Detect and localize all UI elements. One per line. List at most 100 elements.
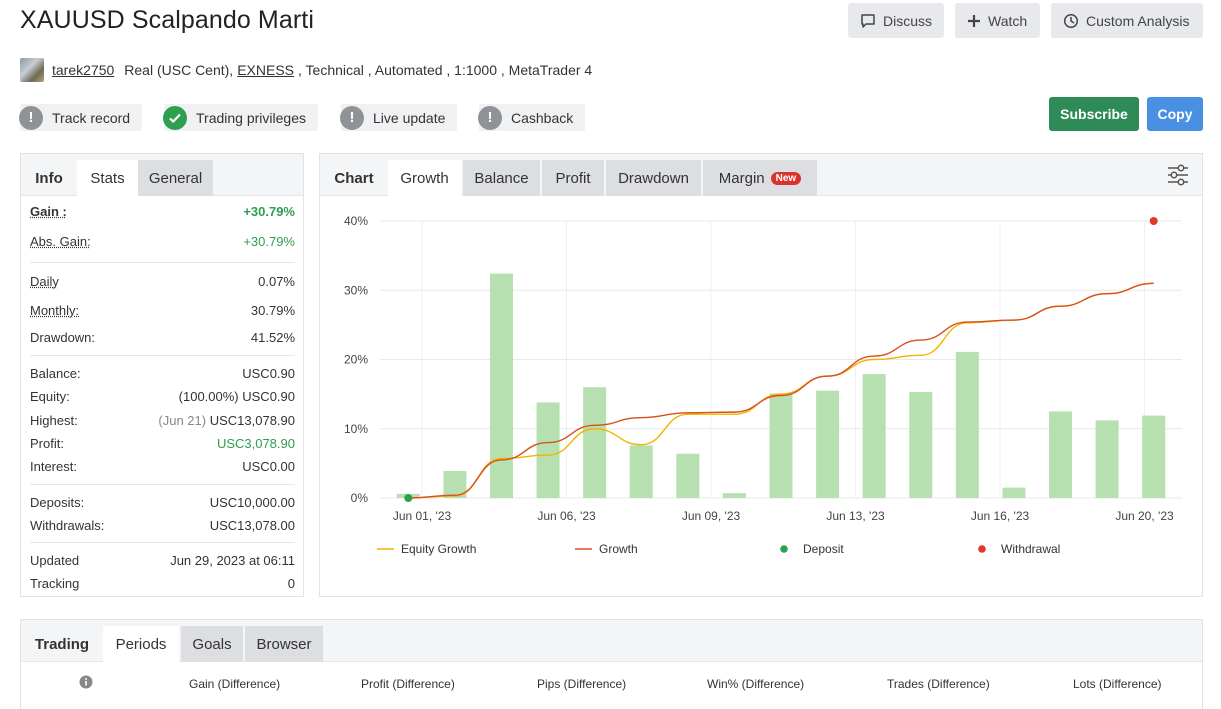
badge-track-record[interactable]: ! Track record	[20, 104, 142, 131]
user-link[interactable]: tarek2750	[52, 62, 114, 78]
stat-value: USC3,078.90	[217, 436, 295, 451]
stat-label: Equity:	[30, 389, 70, 404]
exclamation-icon: !	[478, 106, 502, 130]
clock-icon	[1063, 13, 1079, 29]
stat-label: Withdrawals:	[30, 518, 104, 533]
stat-interest: Interest: USC0.00	[30, 459, 295, 474]
stat-label: Drawdown:	[30, 330, 95, 345]
avatar	[20, 58, 44, 82]
badge-trading-privileges[interactable]: Trading privileges	[164, 104, 318, 131]
check-icon	[163, 106, 187, 130]
stat-label[interactable]: Abs. Gain:	[30, 234, 91, 249]
stat-date: (Jun 21)	[158, 413, 206, 428]
stat-value: +30.79%	[243, 204, 295, 219]
comment-icon	[860, 13, 876, 29]
growth-bar	[676, 454, 699, 498]
growth-bar	[1002, 488, 1025, 498]
tab-margin[interactable]: Margin New	[703, 160, 817, 196]
tab-info[interactable]: Info	[21, 160, 77, 196]
stat-label[interactable]: Gain :	[30, 204, 67, 219]
badge-live-update[interactable]: ! Live update	[341, 104, 457, 131]
col-pips[interactable]: Pips (Difference)	[537, 677, 626, 691]
legend-dot-swatch	[978, 545, 986, 553]
stat-label: Balance:	[30, 366, 81, 381]
chart-tabbar: Chart Growth Balance Profit Drawdown Mar…	[320, 154, 1202, 196]
watch-button[interactable]: Watch	[955, 3, 1040, 38]
x-tick-label: Jun 09, '23	[682, 509, 741, 523]
growth-chart: 0%10%20%30%40%Jun 01, '23 Jun 06, '23 Jun …	[320, 196, 1202, 596]
growth-bar	[1142, 416, 1165, 498]
col-trades[interactable]: Trades (Difference)	[887, 677, 990, 691]
stat-value: USC0.00	[242, 459, 295, 474]
stat-value: 0.07%	[258, 274, 295, 289]
tab-chart[interactable]: Chart	[320, 160, 388, 196]
tab-periods[interactable]: Periods	[103, 626, 179, 662]
divider	[30, 262, 295, 263]
stat-label: Deposits:	[30, 495, 84, 510]
stat-updated: Updated Jun 29, 2023 at 06:11	[30, 553, 295, 568]
broker-link[interactable]: EXNESS	[237, 62, 294, 78]
legend-label: Growth	[599, 542, 638, 556]
stat-label: Highest:	[30, 413, 78, 428]
tab-trading[interactable]: Trading	[21, 626, 103, 662]
growth-bar	[1096, 420, 1119, 498]
tab-margin-label: Margin	[719, 170, 765, 187]
periods-table-header: Gain (Difference) Profit (Difference) Pi…	[21, 662, 1202, 702]
tab-browser[interactable]: Browser	[245, 626, 323, 662]
stat-value: USC13,078.90	[210, 413, 295, 428]
chart-panel: Chart Growth Balance Profit Drawdown Mar…	[319, 153, 1203, 597]
stat-tracking: Tracking 0	[30, 576, 295, 591]
col-profit[interactable]: Profit (Difference)	[361, 677, 455, 691]
tab-stats[interactable]: Stats	[77, 160, 138, 196]
col-win[interactable]: Win% (Difference)	[707, 677, 804, 691]
tab-growth[interactable]: Growth	[388, 160, 461, 196]
growth-bar	[816, 391, 839, 498]
account-details: , Technical , Automated , 1:1000 , MetaT…	[298, 62, 592, 78]
stat-value: USC10,000.00	[210, 495, 295, 510]
custom-analysis-button[interactable]: Custom Analysis	[1051, 3, 1203, 38]
settings-sliders-icon[interactable]	[1166, 164, 1190, 186]
stat-daily: Daily 0.07%	[30, 274, 295, 289]
stat-value: +30.79%	[243, 234, 295, 249]
stat-profit: Profit: USC3,078.90	[30, 436, 295, 451]
legend-dot-swatch	[780, 545, 788, 553]
stat-equity: Equity: (100.00%) USC0.90	[30, 389, 295, 404]
y-tick-label: 30%	[344, 283, 368, 297]
col-gain[interactable]: Gain (Difference)	[189, 677, 280, 691]
legend-label: Withdrawal	[1001, 542, 1060, 556]
tab-goals[interactable]: Goals	[181, 626, 243, 662]
stat-value: (100.00%) USC0.90	[179, 389, 295, 404]
discuss-button[interactable]: Discuss	[848, 3, 944, 38]
tab-general[interactable]: General	[138, 160, 213, 196]
tab-balance[interactable]: Balance	[463, 160, 540, 196]
periods-panel: Trading Periods Goals Browser Gain (Diff…	[20, 619, 1203, 709]
copy-button[interactable]: Copy	[1147, 97, 1203, 131]
periods-tabbar: Trading Periods Goals Browser	[21, 620, 1202, 662]
watch-label: Watch	[988, 13, 1027, 29]
growth-bar	[630, 445, 653, 498]
info-icon[interactable]	[79, 675, 93, 692]
discuss-label: Discuss	[883, 13, 932, 29]
stats-panel: Info Stats General Gain : +30.79% Abs. G…	[20, 153, 304, 597]
tab-profit[interactable]: Profit	[542, 160, 604, 196]
tab-drawdown[interactable]: Drawdown	[606, 160, 701, 196]
legend-label: Deposit	[803, 542, 844, 556]
new-badge: New	[771, 172, 802, 185]
stat-highest: Highest: (Jun 21) USC13,078.90	[30, 413, 295, 428]
plus-icon	[967, 14, 981, 28]
stat-label[interactable]: Monthly:	[30, 303, 79, 318]
y-tick-label: 20%	[344, 353, 368, 367]
growth-bar	[537, 402, 560, 498]
y-tick-label: 0%	[351, 491, 369, 505]
divider	[30, 484, 295, 485]
x-tick-label: Jun 16, '23	[971, 509, 1030, 523]
exclamation-icon: !	[340, 106, 364, 130]
badge-label: Cashback	[511, 110, 573, 126]
stat-value: 0	[288, 576, 295, 591]
page-title: XAUUSD Scalpando Marti	[20, 6, 314, 35]
badge-cashback[interactable]: ! Cashback	[479, 104, 585, 131]
badge-label: Trading privileges	[196, 110, 306, 126]
stat-label[interactable]: Daily	[30, 274, 59, 289]
col-lots[interactable]: Lots (Difference)	[1073, 677, 1161, 691]
subscribe-button[interactable]: Subscribe	[1049, 97, 1139, 131]
